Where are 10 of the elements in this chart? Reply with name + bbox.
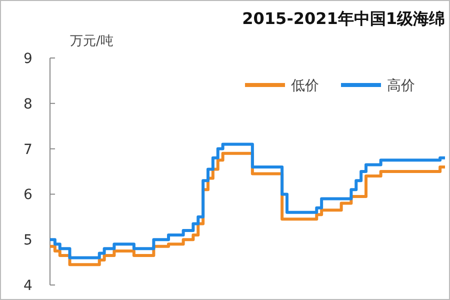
y-tick-label: 8 <box>24 96 32 112</box>
y-tick-label: 7 <box>24 142 32 158</box>
y-tick-label: 9 <box>24 51 32 67</box>
y-tick-label: 6 <box>24 187 33 204</box>
y-tick-label: 4 <box>24 278 33 294</box>
y-axis-title: 万元/吨 <box>70 34 114 49</box>
legend-label: 低价 <box>291 78 319 94</box>
legend-label: 高价 <box>387 78 415 94</box>
chart-title: 2015-2021年中国1级海绵 <box>242 9 445 28</box>
y-tick-label: 5 <box>24 232 32 249</box>
